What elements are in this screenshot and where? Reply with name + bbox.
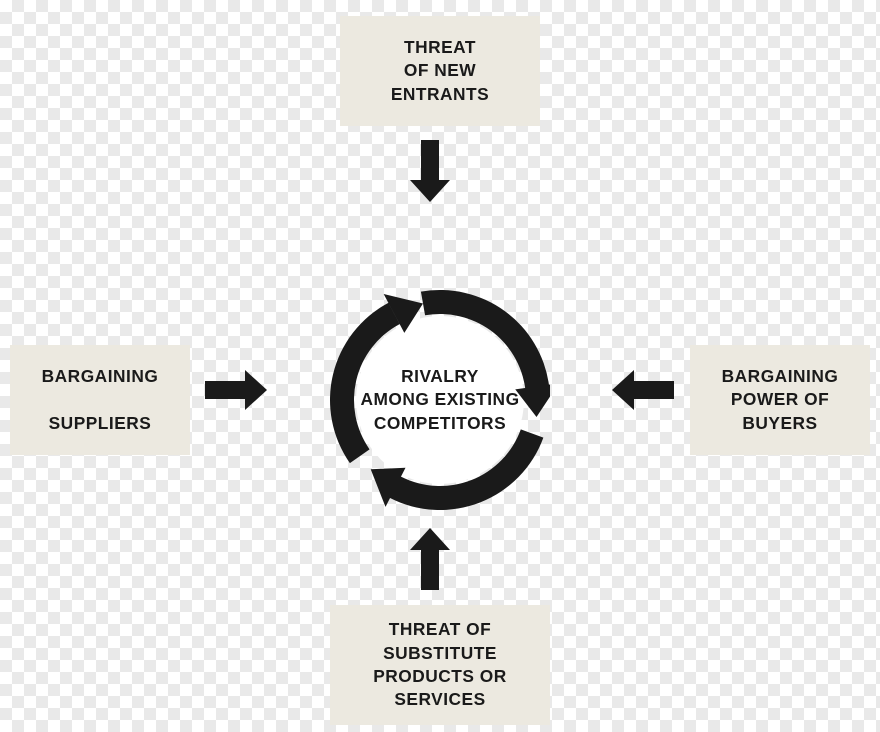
force-box-bargaining-buyers: BARGAININGPOWER OFBUYERS [690, 345, 870, 455]
force-label: BARGAININGSUPPLIERS [42, 365, 159, 435]
arrow-right-icon [205, 370, 267, 410]
force-box-threat-substitutes: THREAT OFSUBSTITUTEPRODUCTS ORSERVICES [330, 605, 550, 725]
force-label: BARGAININGPOWER OFBUYERS [722, 365, 839, 435]
force-box-threat-new-entrants: THREATOF NEWENTRANTS [340, 16, 540, 126]
force-label: THREATOF NEWENTRANTS [391, 36, 489, 106]
center-label: RIVALRYAMONG EXISTINGCOMPETITORS [360, 365, 520, 435]
arrow-down-icon [410, 140, 450, 202]
force-box-bargaining-suppliers: BARGAININGSUPPLIERS [10, 345, 190, 455]
force-label: THREAT OFSUBSTITUTEPRODUCTS ORSERVICES [373, 618, 507, 712]
center-rivalry: RIVALRYAMONG EXISTINGCOMPETITORS [330, 290, 550, 510]
arrow-left-icon [612, 370, 674, 410]
arrow-up-icon [410, 528, 450, 590]
diagram-canvas: THREATOF NEWENTRANTS BARGAININGSUPPLIERS… [0, 0, 880, 732]
